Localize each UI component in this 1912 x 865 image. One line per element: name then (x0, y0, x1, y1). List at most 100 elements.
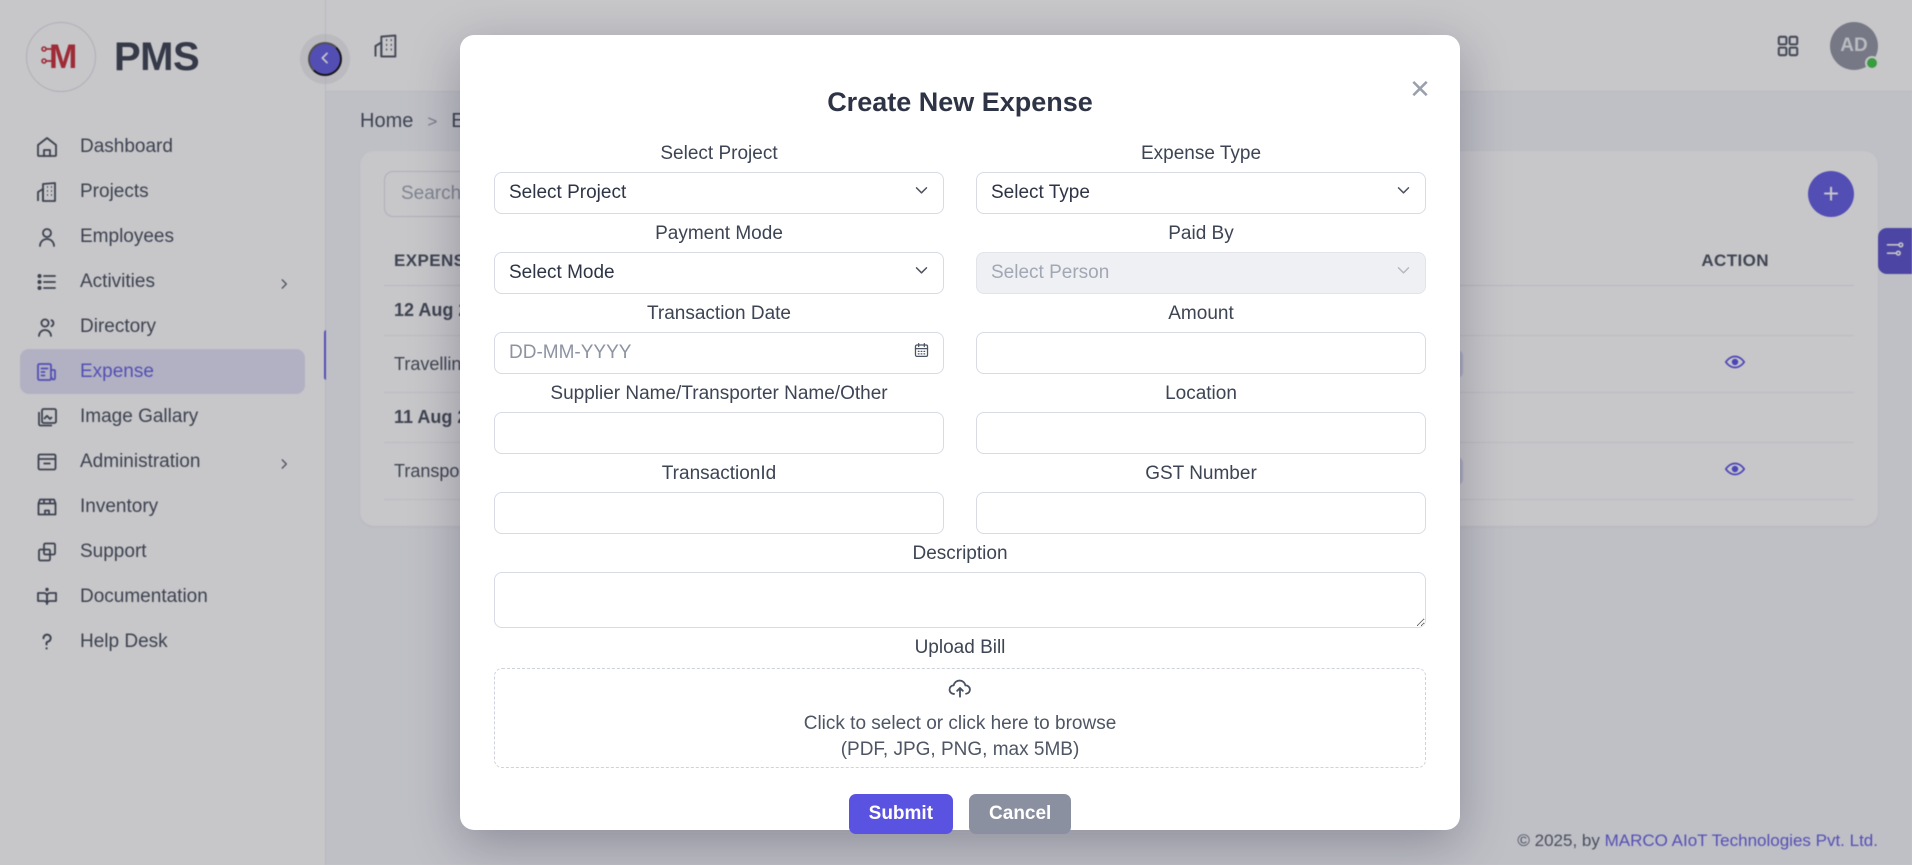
store-icon (34, 494, 60, 520)
payment-mode-dropdown[interactable]: Select Mode (494, 252, 944, 294)
field-transaction-date: Transaction Date DD-MM-YYYY (494, 294, 944, 374)
sidebar-item-activities[interactable]: Activities (20, 259, 305, 304)
list-icon (34, 269, 60, 295)
field-label: Transaction Date (647, 303, 791, 324)
brand: M PMS (0, 0, 325, 110)
sliders-icon (1885, 239, 1905, 264)
sidebar-item-label: Support (80, 540, 147, 562)
expense-form: Select Project Select Project Expense Ty… (494, 134, 1426, 768)
description-textarea[interactable] (494, 572, 1426, 628)
location-input[interactable] (976, 412, 1426, 454)
chevron-down-icon (1395, 262, 1412, 285)
add-expense-button[interactable]: + (1808, 171, 1854, 217)
sidebar-collapse-button[interactable] (308, 42, 342, 76)
selected-value: Select Mode (509, 262, 615, 283)
field-label: Amount (1168, 303, 1234, 324)
sidebar-item-projects[interactable]: Projects (20, 169, 305, 214)
footer: © 2025, by MARCO AIoT Technologies Pvt. … (1517, 831, 1878, 851)
sidebar-item-label: Dashboard (80, 135, 173, 157)
question-icon (34, 629, 60, 655)
sidebar-item-label: Help Desk (80, 630, 168, 652)
sidebar-item-label: Documentation (80, 585, 208, 607)
sidebar-item-label: Activities (80, 270, 155, 292)
gst-number-input[interactable] (976, 492, 1426, 534)
field-label: Upload Bill (914, 637, 1006, 658)
create-expense-modal: ✕ Create New Expense Select Project Sele… (460, 35, 1460, 834)
receipt-icon (34, 359, 60, 385)
close-icon[interactable]: ✕ (1402, 71, 1438, 107)
selected-value: Select Project (509, 182, 627, 203)
sidebar-item-label: Projects (80, 180, 149, 202)
field-transaction-id: TransactionId (494, 454, 944, 534)
supplier-name-input[interactable] (494, 412, 944, 454)
field-expense-type: Expense Type Select Type (976, 134, 1426, 214)
sidebar-item-label: Employees (80, 225, 174, 247)
upload-secondary-text: (PDF, JPG, PNG, max 5MB) (840, 739, 1080, 760)
eye-icon[interactable] (1724, 462, 1746, 484)
field-label: Description (912, 543, 1008, 564)
sidebar-nav: Dashboard Projects Employees (0, 110, 325, 664)
column-header-action: ACTION (1616, 237, 1854, 286)
field-label: Payment Mode (655, 223, 783, 244)
home-icon (34, 134, 60, 160)
chevron-right-icon (277, 275, 291, 289)
sidebar-item-directory[interactable]: Directory (20, 304, 305, 349)
eye-icon[interactable] (1724, 355, 1746, 377)
sidebar-item-support[interactable]: Support (20, 529, 305, 574)
chevron-down-icon (1395, 182, 1412, 205)
sidebar-item-label: Directory (80, 315, 157, 337)
field-payment-mode: Payment Mode Select Mode (494, 214, 944, 294)
filter-toggle-button[interactable] (1878, 228, 1912, 274)
transaction-date-input[interactable]: DD-MM-YYYY (494, 332, 944, 374)
field-label: Supplier Name/Transporter Name/Other (550, 383, 888, 404)
sidebar-item-employees[interactable]: Employees (20, 214, 305, 259)
grid-icon[interactable] (1762, 20, 1814, 72)
paid-by-dropdown[interactable]: Select Person (976, 252, 1426, 294)
date-placeholder: DD-MM-YYYY (509, 342, 632, 363)
page-building-icon[interactable] (360, 20, 412, 72)
chevron-right-icon (277, 455, 291, 469)
amount-input[interactable] (976, 332, 1426, 374)
cancel-button[interactable]: Cancel (969, 794, 1072, 834)
field-upload-bill: Upload Bill Click to select or click her… (494, 628, 1426, 768)
search-placeholder: Search (401, 183, 462, 204)
chevron-left-icon (317, 50, 333, 69)
online-status-dot (1865, 55, 1879, 70)
cell-action (1616, 442, 1854, 500)
chevron-down-icon (913, 182, 930, 205)
sidebar-item-label: Expense (80, 360, 154, 382)
sidebar-item-label: Image Gallary (80, 405, 199, 427)
upload-bill-dropzone[interactable]: Click to select or click here to browse … (494, 668, 1426, 768)
avatar[interactable]: AD (1830, 21, 1879, 70)
field-label: GST Number (1145, 463, 1257, 484)
field-label: Location (1165, 383, 1237, 404)
book-icon (34, 584, 60, 610)
chevron-right-icon: > (427, 111, 438, 131)
submit-button[interactable]: Submit (848, 794, 954, 834)
modal-actions: Submit Cancel (494, 794, 1426, 834)
sidebar-item-image-gallary[interactable]: Image Gallary (20, 394, 305, 439)
select-project-dropdown[interactable]: Select Project (494, 172, 944, 214)
sidebar-item-help-desk[interactable]: Help Desk (20, 619, 305, 664)
field-label: Expense Type (1140, 143, 1262, 164)
field-amount: Amount (976, 294, 1426, 374)
footer-copyright: © 2025, by (1517, 831, 1605, 850)
sidebar-item-dashboard[interactable]: Dashboard (20, 124, 305, 169)
sidebar-item-documentation[interactable]: Documentation (20, 574, 305, 619)
sidebar-item-expense[interactable]: Expense (20, 349, 305, 394)
building-icon (34, 179, 60, 205)
field-label: TransactionId (661, 463, 777, 484)
breadcrumb-home[interactable]: Home (360, 110, 414, 132)
transaction-id-input[interactable] (494, 492, 944, 534)
archive-icon (34, 449, 60, 475)
expense-type-dropdown[interactable]: Select Type (976, 172, 1426, 214)
calendar-icon[interactable] (913, 342, 930, 365)
user-icon (34, 224, 60, 250)
footer-company-link[interactable]: MARCO AIoT Technologies Pvt. Ltd. (1604, 831, 1878, 850)
sidebar-item-administration[interactable]: Administration (20, 439, 305, 484)
sidebar-item-inventory[interactable]: Inventory (20, 484, 305, 529)
field-paid-by: Paid By Select Person (976, 214, 1426, 294)
sidebar-item-label: Administration (80, 450, 201, 472)
sidebar: M PMS Dashboard (0, 0, 329, 865)
selected-value: Select Type (991, 182, 1090, 203)
